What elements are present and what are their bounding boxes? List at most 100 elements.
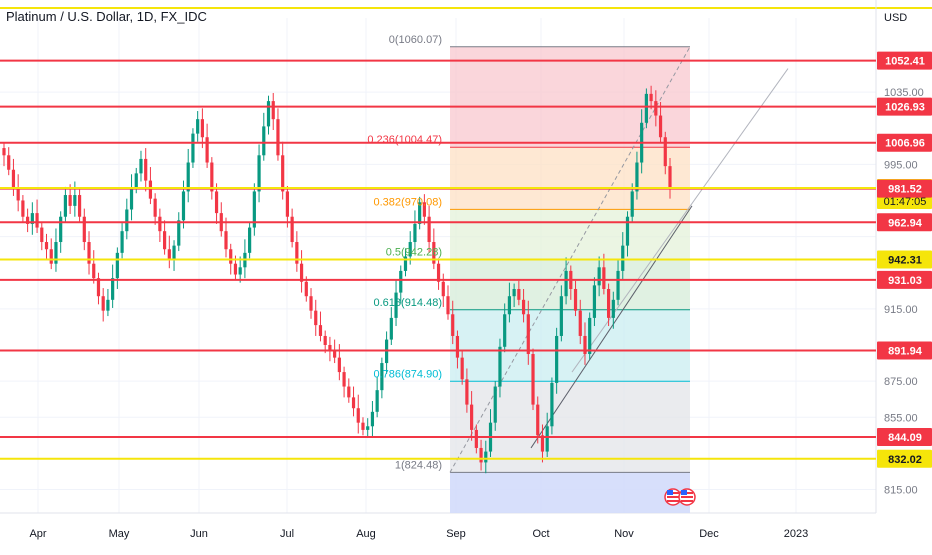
- candle: [309, 296, 313, 311]
- candle: [35, 213, 39, 228]
- candle: [668, 166, 672, 188]
- candle: [92, 263, 96, 279]
- candle: [375, 390, 379, 412]
- candle: [276, 119, 280, 156]
- candle: [578, 310, 582, 336]
- candle: [418, 202, 422, 224]
- candle: [73, 195, 77, 206]
- candle: [630, 191, 634, 217]
- price-badge-931.03: [877, 270, 932, 289]
- fib-label-0.5: 0.5(942.28): [386, 247, 442, 259]
- candle: [115, 252, 119, 279]
- fib-label-0.786: 0.786(874.90): [374, 368, 443, 380]
- candle: [177, 220, 181, 246]
- fib-label-0.236: 0.236(1004.47): [367, 134, 442, 146]
- candle: [635, 162, 639, 192]
- price-badge-label: 1006.96: [885, 138, 925, 150]
- price-badge-label: 844.09: [888, 432, 922, 444]
- candle: [134, 173, 138, 188]
- candle: [158, 216, 162, 232]
- candle: [588, 317, 592, 355]
- y-tick-label: 915.00: [884, 304, 918, 316]
- x-tick-label: Dec: [699, 528, 719, 540]
- candle: [68, 195, 72, 206]
- candle: [370, 411, 375, 427]
- candle: [625, 216, 630, 246]
- x-tick-label: Nov: [614, 528, 634, 540]
- candle: [559, 296, 563, 336]
- candle: [507, 296, 512, 315]
- price-badge-label: 832.02: [888, 454, 922, 466]
- candle: [200, 119, 204, 138]
- candle: [356, 408, 360, 423]
- candle: [394, 292, 398, 318]
- candle: [436, 263, 441, 282]
- candle: [248, 227, 252, 253]
- candle: [318, 325, 323, 336]
- price-badge-label: 891.94: [888, 346, 923, 358]
- candle: [583, 335, 587, 355]
- candle: [498, 346, 502, 387]
- fib-trend-line: [449, 46, 691, 473]
- candle: [564, 270, 568, 297]
- trend-line[interactable]: [571, 68, 789, 373]
- candle: [328, 344, 332, 351]
- candle: [540, 435, 545, 452]
- x-tick-label: Jul: [280, 528, 294, 540]
- candle: [474, 429, 478, 448]
- candle: [663, 137, 667, 167]
- price-badge-1006.96: [877, 133, 932, 152]
- candle: [366, 426, 370, 430]
- candle: [654, 101, 658, 116]
- candle: [484, 451, 488, 463]
- price-badge-1026.93: [877, 97, 932, 116]
- trend-line[interactable]: [530, 205, 693, 449]
- price-badge-942.31: [877, 250, 932, 269]
- countdown-label: 01:47:05: [884, 196, 927, 208]
- candle: [299, 263, 304, 282]
- currency-label: USD: [884, 12, 907, 24]
- candle: [441, 281, 445, 297]
- candle: [210, 162, 214, 192]
- candle: [238, 267, 242, 275]
- candle: [295, 242, 299, 264]
- candle: [162, 231, 167, 250]
- candle: [290, 216, 294, 243]
- candle: [333, 350, 337, 358]
- candle: [233, 263, 238, 275]
- candle: [111, 278, 115, 300]
- candle: [512, 288, 516, 297]
- fib-label-0.382: 0.382(970.08): [374, 196, 443, 208]
- candle: [531, 354, 535, 405]
- candle: [101, 296, 105, 311]
- candle: [399, 270, 403, 293]
- candle: [658, 115, 663, 138]
- us-flag-icon[interactable]: [678, 488, 696, 506]
- candle: [77, 195, 82, 217]
- candle: [96, 278, 101, 297]
- candle: [21, 200, 25, 217]
- chart-title: Platinum / U.S. Dollar, 1D, FX_IDC: [6, 9, 207, 24]
- candle: [129, 187, 134, 210]
- candle: [465, 379, 469, 405]
- candle: [139, 158, 143, 174]
- candle: [224, 231, 228, 250]
- fib-zone: [450, 46, 690, 148]
- candle: [470, 404, 474, 430]
- y-tick-label: 1035.00: [884, 87, 924, 99]
- candle: [550, 382, 554, 427]
- x-tick-label: May: [109, 528, 130, 540]
- candle: [125, 209, 129, 232]
- candle: [347, 386, 351, 398]
- candle: [214, 191, 219, 214]
- price-badge-891.94: [877, 341, 932, 360]
- candle: [153, 198, 157, 217]
- x-tick-label: Sep: [446, 528, 466, 540]
- candle: [59, 216, 63, 243]
- candle: [7, 155, 11, 170]
- candle: [186, 162, 190, 192]
- fib-zone: [450, 147, 690, 210]
- candle: [2, 148, 6, 156]
